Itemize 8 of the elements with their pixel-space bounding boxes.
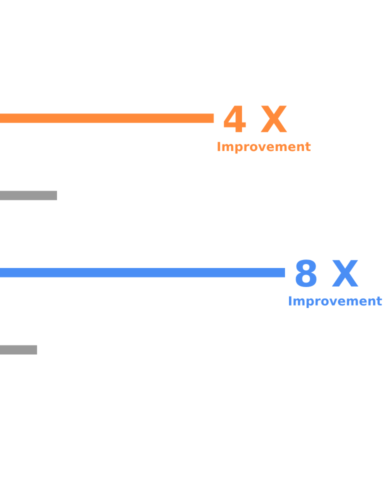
annotation: Improvement (218, 142, 311, 154)
text: 8 X (296, 260, 358, 287)
bar (0, 114, 214, 123)
bar (0, 190, 57, 200)
text: Improvement (289, 296, 382, 308)
bar (0, 268, 285, 278)
annotation: 4 X (224, 106, 288, 132)
bar (0, 345, 38, 354)
